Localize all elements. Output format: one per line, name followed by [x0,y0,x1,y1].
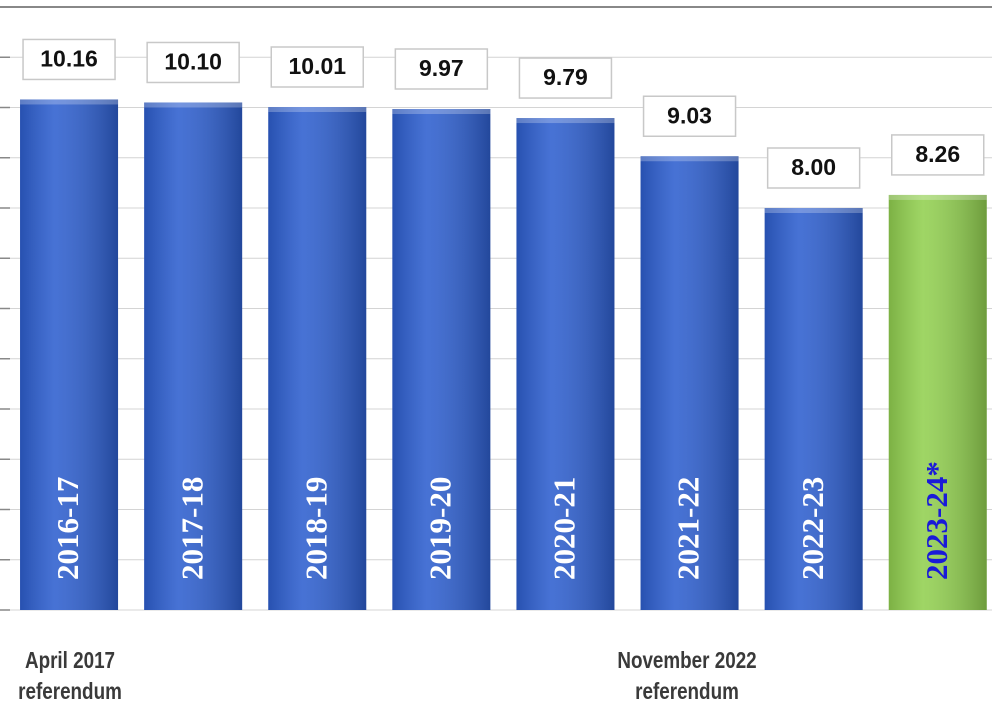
value-label: 9.97 [419,55,464,81]
value-label: 10.16 [40,46,98,72]
bar-shade [268,106,367,610]
bar-group [268,106,367,610]
x-tick-label: 2022-23 [795,477,830,580]
value-label-box [766,147,861,189]
x-tick-label: 2017-18 [174,477,209,580]
bar-group [888,194,987,610]
bar-shade [640,156,739,610]
bar-top-bevel [516,118,615,124]
annotation: November 2022 [617,648,756,673]
bar-top-bevel [144,102,243,108]
bar-group [20,99,119,611]
bar-shade [392,109,491,610]
value-label-box [891,134,985,176]
x-tick-label: 2019-20 [422,477,457,580]
bar-top-bevel [392,109,491,115]
value-label: 10.01 [288,53,346,79]
value-label: 10.10 [164,49,222,75]
value-label: 9.03 [667,102,712,128]
x-tick-label: 2023-24* [919,461,954,580]
bar-top-bevel [20,99,119,105]
value-label-box [394,48,489,90]
bar-shade [764,208,863,610]
x-tick-label: 2021-22 [671,477,706,580]
bar-shade [888,194,987,610]
bar-shade [20,99,119,611]
x-tick-label: 2020-21 [547,477,582,580]
x-tick-label: 2018-19 [298,477,333,580]
bar-group [764,208,863,610]
value-label-box [270,46,364,88]
bar-top-bevel [764,208,863,213]
value-label: 8.00 [791,154,836,180]
bar-shade [516,118,615,611]
bar-shade [144,102,243,610]
bar-top-bevel [888,194,987,200]
bar-top-bevel [268,106,367,112]
annotation: April 2017 [25,648,115,673]
value-label-box [642,95,737,137]
bar-group [640,156,739,610]
bar-group [516,118,615,611]
value-label: 8.26 [915,141,960,167]
annotation: referendum [18,679,122,704]
annotation: referendum [635,679,739,704]
value-label-box [22,38,116,81]
value-label: 9.79 [543,64,588,90]
bar-top-bevel [640,156,739,162]
bar-group [392,109,491,610]
value-label-box [518,57,613,99]
bar-group [144,102,243,610]
value-label-box [146,41,240,84]
x-tick-label: 2016-17 [50,477,85,580]
